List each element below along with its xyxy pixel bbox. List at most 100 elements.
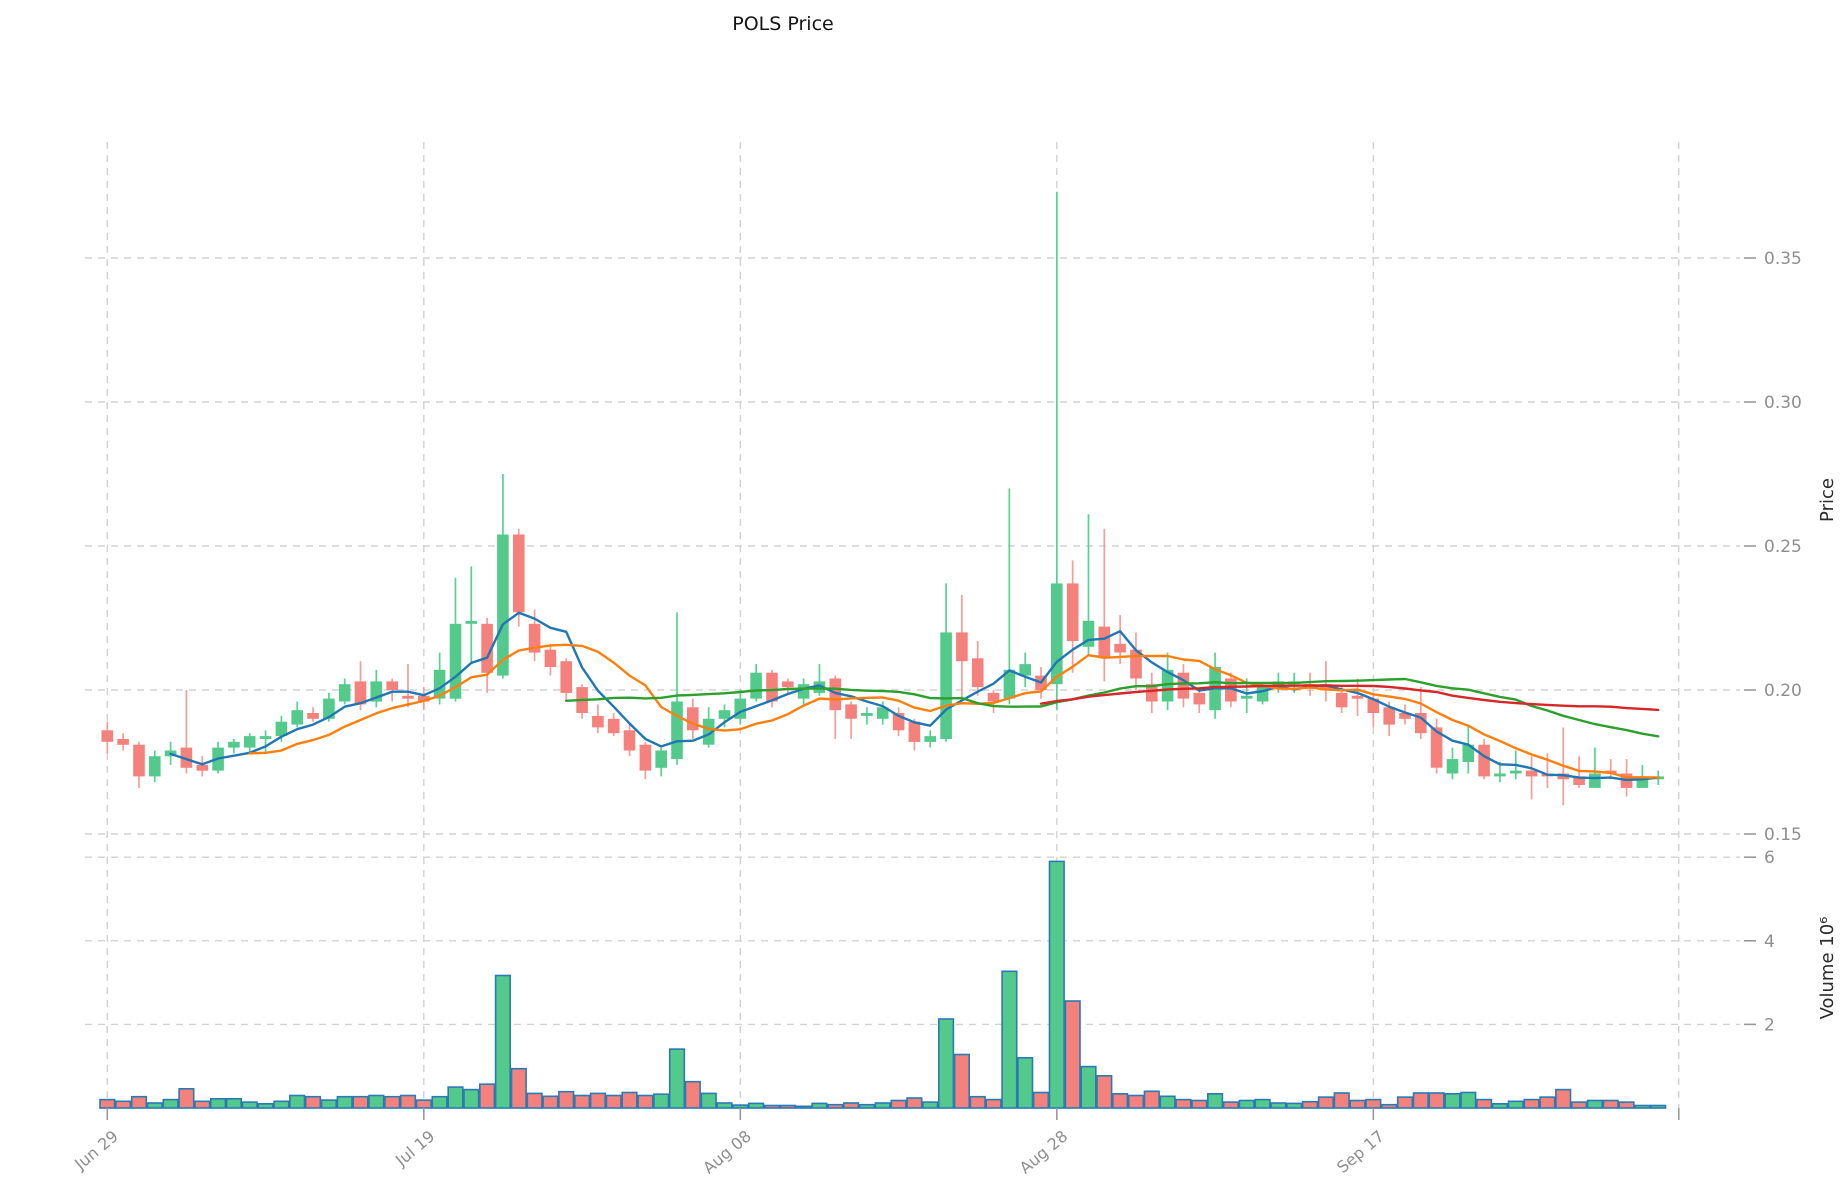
volume-bar [1634, 1104, 1651, 1109]
candle-body-down [1415, 713, 1427, 734]
candle-body-up [1636, 776, 1649, 788]
candle-body-up [1462, 744, 1475, 762]
candle-body-up [243, 736, 256, 748]
candle-body-down [829, 678, 842, 711]
volume-bar [225, 1098, 243, 1109]
x-tick-label: Aug 28 [1016, 1127, 1072, 1178]
volume-bar [1286, 1102, 1303, 1109]
volume-bar [937, 1018, 955, 1109]
volume-bar [320, 1099, 338, 1109]
candle-body-up [149, 756, 161, 777]
candle-body-down [180, 747, 193, 768]
candle-body-down [402, 695, 414, 699]
candle-body-down [1193, 692, 1206, 705]
candle-body-down [1573, 776, 1585, 785]
volume-bar [1602, 1099, 1619, 1109]
volume-bar [1207, 1093, 1224, 1109]
volume-bar [194, 1100, 211, 1109]
volume-bar [399, 1094, 417, 1109]
candle-body-down [1525, 770, 1538, 777]
volume-bar [1143, 1090, 1160, 1109]
candle-body-down [528, 623, 541, 653]
candle-body-up [1272, 681, 1285, 688]
candle-body-down [1478, 744, 1490, 777]
volume-bar [1650, 1104, 1667, 1109]
volume-bar [922, 1101, 939, 1109]
volume-bar [99, 1098, 116, 1109]
candle-body-down [1335, 692, 1348, 708]
candle-body-down [513, 534, 525, 613]
volume-bar [1460, 1091, 1477, 1109]
candle-body-up [1589, 773, 1601, 788]
volume-bar [273, 1100, 290, 1109]
volume-bar [241, 1101, 258, 1109]
candle-body-up [718, 710, 731, 719]
candle-body-up [1494, 773, 1506, 777]
volume-bar [763, 1104, 781, 1109]
candle-body-up [433, 669, 446, 699]
volume-bar [463, 1088, 480, 1109]
volume-tick-label: 2 [1764, 1015, 1775, 1035]
volume-bar [115, 1100, 132, 1109]
volume-bar [827, 1103, 844, 1109]
candle-body-up [1051, 583, 1063, 685]
candle-body-down [1351, 695, 1364, 699]
volume-bar [1333, 1092, 1350, 1109]
volume-bar [352, 1095, 369, 1109]
volume-bar [874, 1102, 891, 1109]
volume-bar [1191, 1099, 1208, 1109]
price-tick-label: 0.35 [1764, 249, 1802, 269]
volume-bar [130, 1095, 148, 1109]
candle-body-up [497, 534, 509, 676]
volume-bar [1175, 1098, 1192, 1109]
candle-body-down [1066, 583, 1079, 641]
candle-body-down [845, 704, 857, 719]
volume-bar [1555, 1088, 1572, 1109]
candle-body-down [1225, 678, 1237, 702]
candle-body-down [101, 730, 114, 742]
volume-bar [1048, 860, 1065, 1109]
candle-body-up [813, 681, 826, 693]
candle-body-down [1430, 727, 1443, 768]
candle-body-down [196, 764, 209, 771]
candle-body-down [607, 718, 620, 734]
volume-bar [985, 1098, 1002, 1109]
ma-60-line [1039, 684, 1660, 712]
candle-body-down [1146, 684, 1158, 702]
candle-body-down [687, 707, 699, 731]
volume-bar [1254, 1098, 1271, 1109]
volume-bar [384, 1095, 401, 1109]
candle-body-up [734, 698, 747, 719]
volume-bar [510, 1067, 527, 1109]
volume-bar [589, 1092, 606, 1109]
volume-bar [1523, 1098, 1540, 1109]
candle-body-down [1130, 649, 1142, 679]
volume-bar [1032, 1091, 1050, 1109]
candle-body-up [323, 698, 335, 719]
candle-body-up [1003, 669, 1016, 699]
volume-bar [668, 1048, 686, 1109]
volume-bar [1001, 970, 1018, 1109]
volume-bar [1238, 1099, 1255, 1109]
volume-bar [795, 1105, 812, 1109]
ma-30-line [565, 677, 1660, 738]
volume-bar [684, 1080, 701, 1109]
volume-bar [257, 1103, 274, 1109]
x-tick-label: Aug 08 [699, 1127, 755, 1178]
candle-body-up [275, 721, 288, 737]
volume-bar [1080, 1065, 1097, 1109]
candle-body-down [639, 744, 652, 771]
candle-body-up [1161, 669, 1174, 702]
volume-bar [1412, 1092, 1429, 1109]
candle-body-up [370, 681, 383, 702]
volume-bar [1349, 1099, 1366, 1109]
volume-bar [653, 1093, 670, 1109]
volume-bar [542, 1095, 559, 1109]
candle-body-up [924, 736, 936, 742]
volume-bar [1222, 1101, 1239, 1109]
candle-body-up [1446, 759, 1459, 774]
volume-bar [1159, 1095, 1176, 1109]
candle-body-down [971, 658, 984, 688]
candle-body-up [1240, 695, 1253, 699]
candle-body-down [481, 623, 493, 673]
